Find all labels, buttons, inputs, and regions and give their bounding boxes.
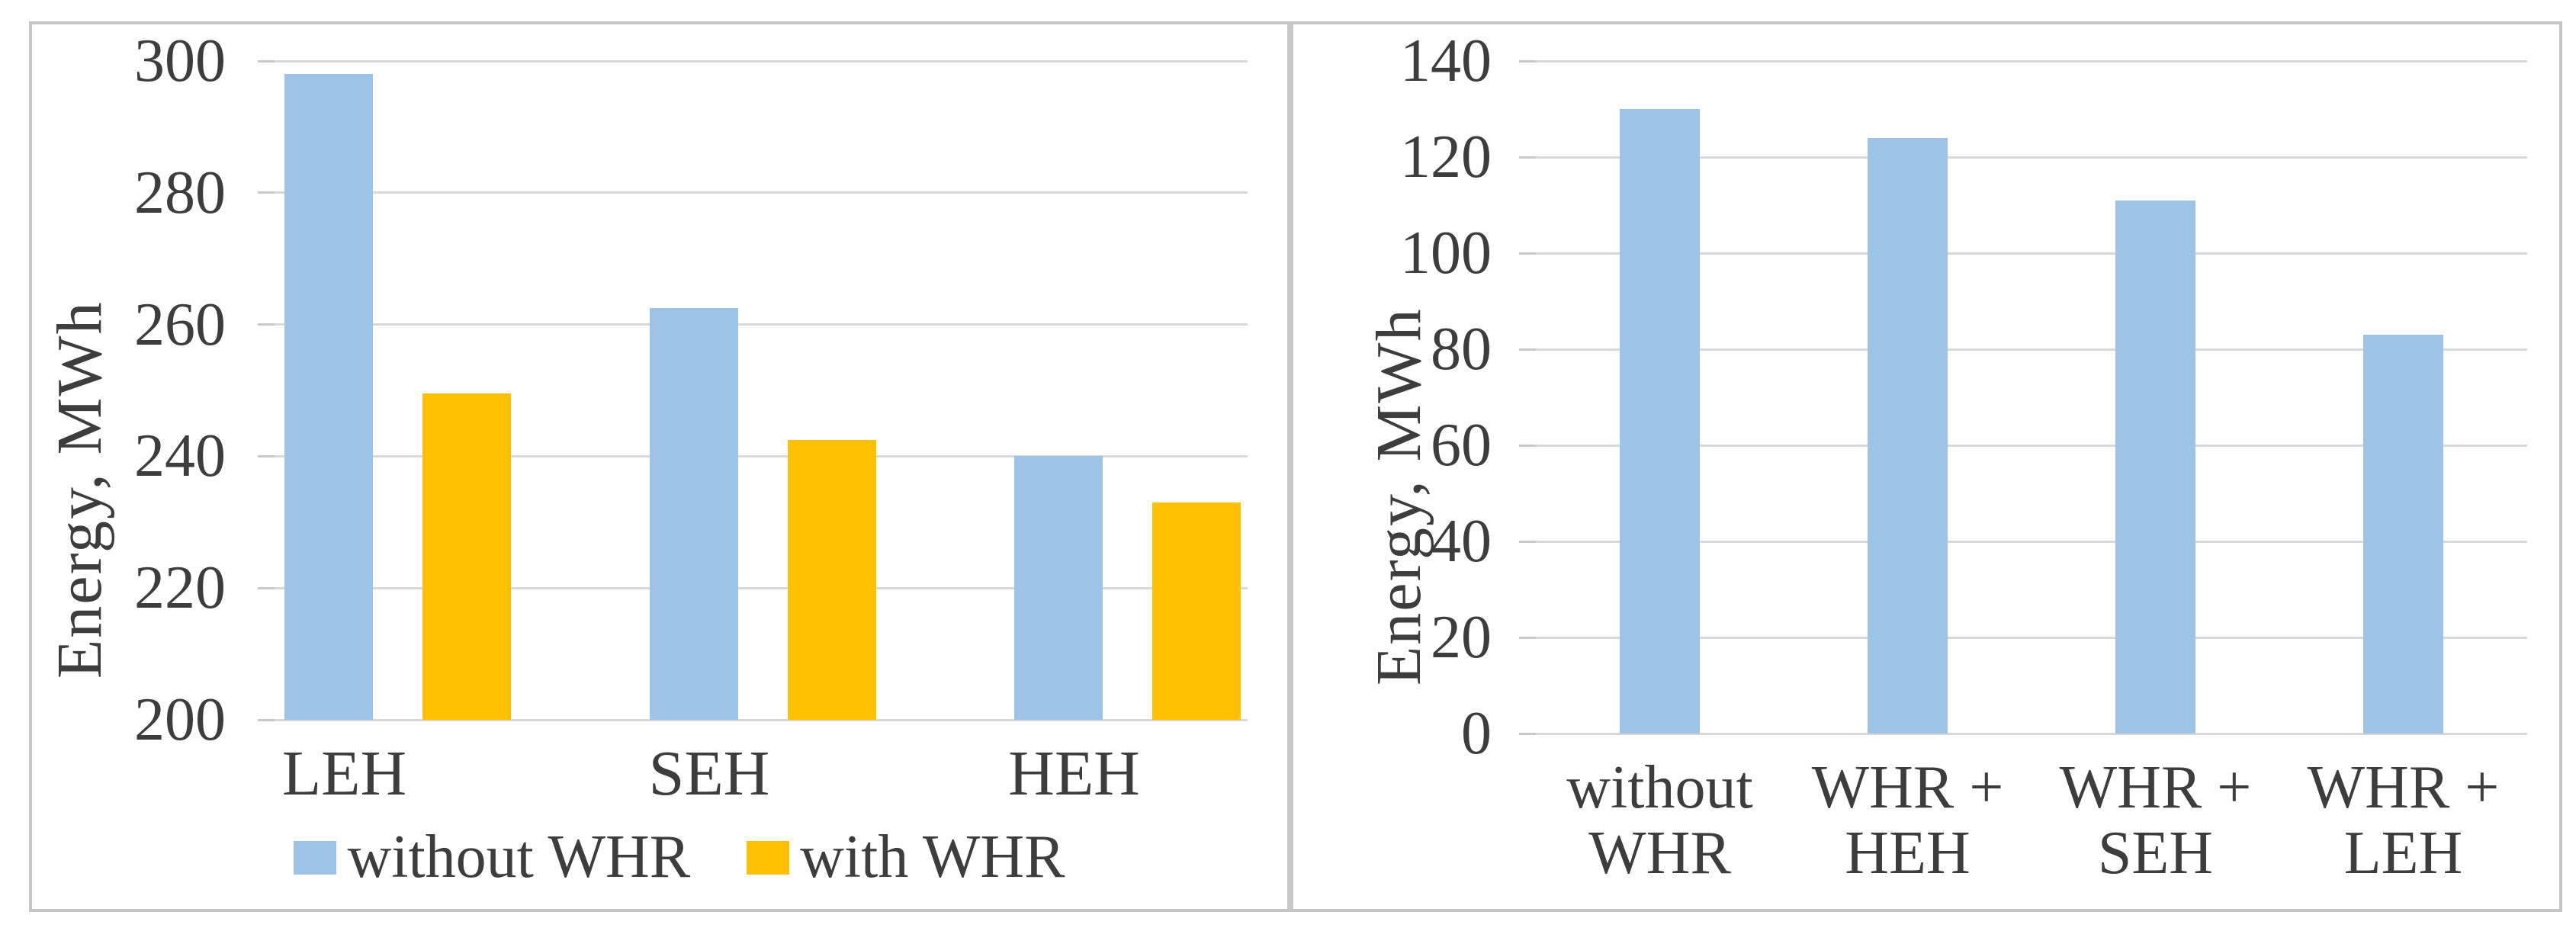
bar-slot: [2032, 61, 2279, 734]
y-axis-tick-mark: [1519, 540, 1536, 543]
gridline: [1536, 252, 2527, 255]
y-axis-tick-label: 220: [134, 554, 226, 622]
y-axis-tick-mark: [1519, 348, 1536, 351]
legend-entry-with-whr: with WHR: [747, 823, 1065, 892]
bar-leh-without-whr: [284, 74, 373, 720]
y-axis-tick-label: 140: [1400, 27, 1492, 95]
bar-slot: [1536, 61, 1784, 734]
bar-groups: [275, 61, 1248, 720]
gridline: [275, 718, 1248, 721]
gridline: [275, 323, 1248, 326]
legend: without WHR with WHR: [52, 823, 1307, 892]
left-category-axis: LEH SEH HEH: [221, 740, 1194, 807]
bar-heh-with-whr: [1152, 502, 1241, 720]
x-category-label: HEH: [1008, 738, 1140, 809]
gridline: [1536, 348, 2527, 351]
y-axis-tick-mark: [1519, 252, 1536, 255]
y-axis-tick-label: 280: [134, 159, 226, 226]
y-axis-tick-mark: [1519, 59, 1536, 63]
y-axis-tick-mark: [258, 59, 275, 63]
x-category-label: LEH: [281, 738, 407, 809]
y-axis-tick-label: 60: [1431, 412, 1492, 479]
right-chart-panel: Energy, MWh 140 120 100 80 60 40 20 0 without W…: [1290, 21, 2562, 912]
two-panel-bar-chart-figure: Energy, MWh 300 280 260 240 220 200 LEH SEH HEH…: [29, 21, 2562, 912]
gridline: [275, 454, 1248, 457]
gridline: [1536, 156, 2527, 159]
bar-group: [284, 74, 511, 720]
y-axis-tick-mark: [1519, 732, 1536, 735]
gridline: [1536, 540, 2527, 543]
bar-heh-without-whr: [1014, 456, 1103, 720]
y-axis-tick-mark: [258, 191, 275, 194]
y-axis-tick-label: 200: [134, 686, 226, 753]
y-axis-tick-mark: [1519, 156, 1536, 159]
y-axis-tick-label: 40: [1431, 508, 1492, 575]
y-axis-tick-label: 240: [134, 422, 226, 490]
bar-seh-without-whr: [649, 308, 738, 720]
y-axis-tick-label: 100: [1400, 220, 1492, 287]
bar-without-whr: [1620, 109, 1700, 734]
x-category-label: WHR + LEH: [2307, 754, 2500, 888]
legend-label: without WHR: [347, 823, 691, 891]
y-axis-tick-label: 80: [1431, 316, 1492, 383]
y-axis-tick-label: 260: [134, 291, 226, 358]
y-axis-tick-mark: [1519, 444, 1536, 447]
legend-swatch-without-whr: [294, 840, 337, 875]
bar-whr-+-leh: [2363, 335, 2443, 734]
y-axis-tick-mark: [258, 586, 275, 589]
legend-label: with WHR: [800, 823, 1065, 891]
y-axis-tick-label: 120: [1400, 124, 1492, 191]
gridline: [275, 59, 1248, 63]
right-category-axis: without WHR WHR + HEH WHR + SEH WHR + LEH: [1536, 755, 2527, 887]
bar-whr-+-heh: [1868, 137, 1948, 734]
bar-seh-with-whr: [787, 439, 876, 720]
bar-slot: [1784, 61, 2032, 734]
bar-whr-+-seh: [2115, 200, 2195, 734]
y-axis-tick-label: 20: [1431, 604, 1492, 671]
x-category-label: WHR + HEH: [1811, 754, 2004, 888]
gridline: [1536, 444, 2527, 447]
left-plot-area: 300 280 260 240 220 200: [134, 30, 1248, 750]
x-category-label: without WHR: [1566, 754, 1753, 888]
gridline: [275, 586, 1248, 589]
y-axis-tick-label: 300: [134, 27, 226, 95]
left-chart-panel: Energy, MWh 300 280 260 240 220 200 LEH SEH HEH…: [29, 21, 1290, 912]
y-axis-tick-mark: [258, 323, 275, 326]
legend-entry-without-whr: without WHR: [294, 823, 690, 892]
bar-slot: [2279, 61, 2527, 734]
bar-group: [649, 308, 876, 720]
y-axis-tick-label: 0: [1461, 700, 1492, 767]
bar-leh-with-whr: [422, 393, 511, 720]
bar-groups: [1536, 61, 2527, 734]
gridline: [1536, 59, 2527, 63]
y-axis-tick-mark: [1519, 636, 1536, 639]
y-axis-tick-mark: [258, 454, 275, 457]
x-category-label: SEH: [648, 738, 770, 809]
y-axis-tick-mark: [258, 718, 275, 721]
right-plot-area: 140 120 100 80 60 40 20 0: [1400, 30, 2527, 764]
gridline: [1536, 732, 2527, 735]
x-category-label: WHR + SEH: [2059, 754, 2252, 888]
bar-group: [1014, 456, 1241, 720]
gridline: [275, 191, 1248, 194]
legend-swatch-with-whr: [747, 840, 790, 875]
gridline: [1536, 636, 2527, 639]
